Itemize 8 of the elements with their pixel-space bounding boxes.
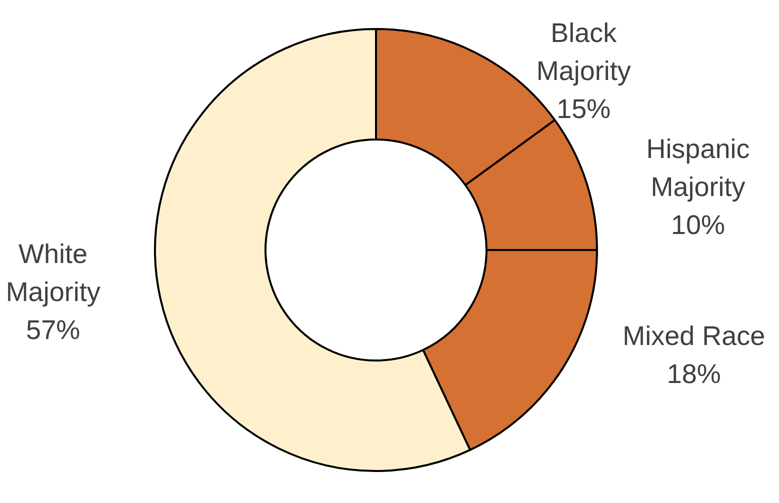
data-label: 15% <box>556 94 611 124</box>
data-label: 18% <box>666 359 721 390</box>
slice-label: Hispanic Majority <box>646 134 750 202</box>
slice-label: Mixed Race <box>622 321 766 352</box>
data-label: 57% <box>26 314 80 345</box>
data-label: 10% <box>670 210 725 240</box>
slice-label: White Majority <box>6 238 101 307</box>
slice-label: Black Majority <box>536 18 632 86</box>
